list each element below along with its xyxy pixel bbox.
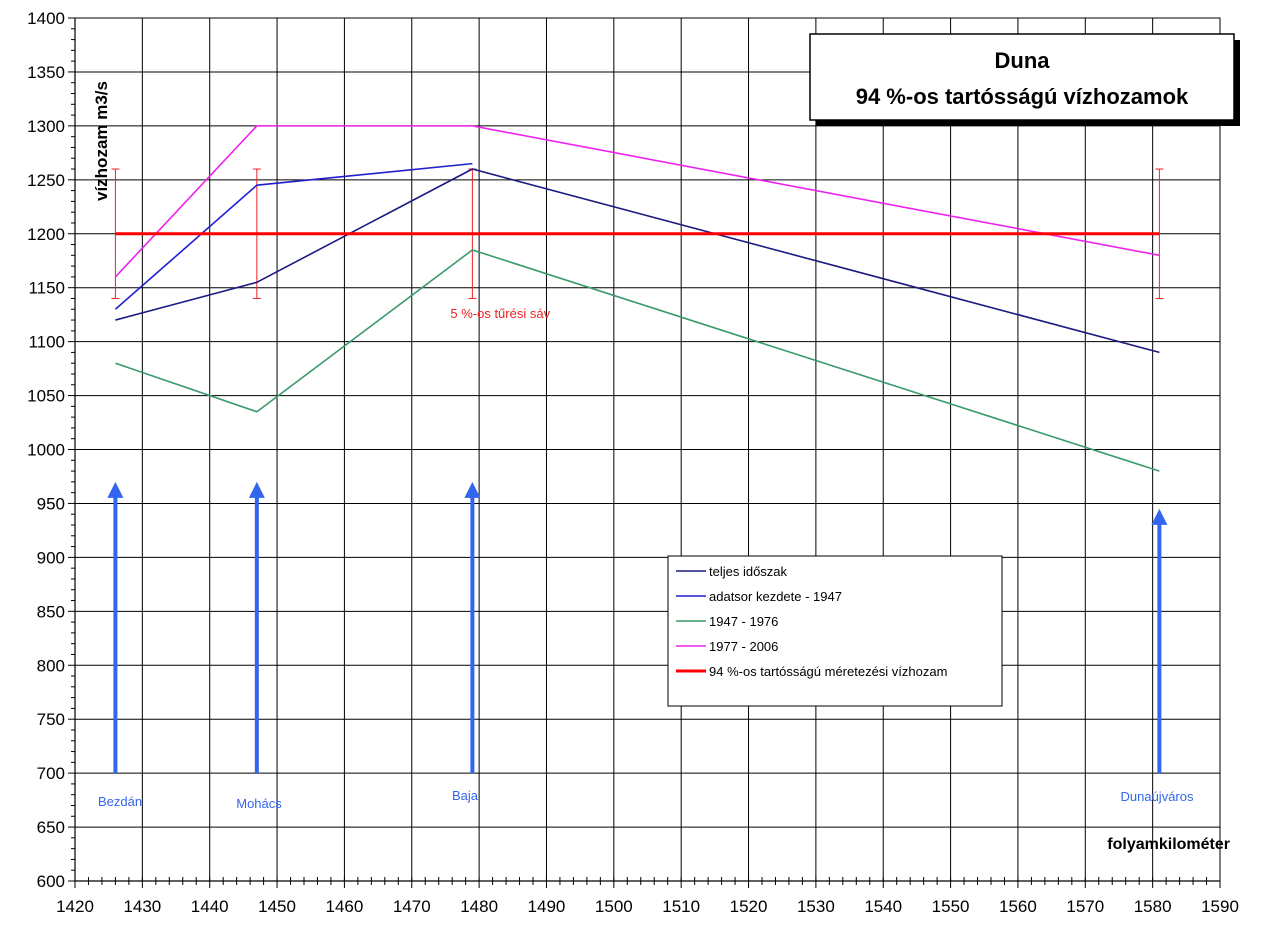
stations-group: Bezdán Mohács Baja Dunaújváros xyxy=(98,481,1194,811)
x-tick-label: 1470 xyxy=(393,897,431,916)
series-group xyxy=(114,125,1160,472)
y-tick-label: 1250 xyxy=(27,171,65,190)
legend-entry: adatsor kezdete - 1947 xyxy=(709,589,842,604)
x-tick-label: 1590 xyxy=(1201,897,1239,916)
legend-box xyxy=(667,555,1003,707)
x-axis-label: folyamkilométer xyxy=(1107,836,1230,853)
y-tick-label: 650 xyxy=(37,818,65,837)
y-tick-label: 1150 xyxy=(28,279,65,298)
series-line xyxy=(114,162,473,310)
x-tick-label: 1530 xyxy=(797,897,835,916)
grid xyxy=(74,17,1221,882)
x-tick-label: 1460 xyxy=(325,897,363,916)
x-tick-label: 1520 xyxy=(730,897,768,916)
y-tick-label: 850 xyxy=(37,602,65,621)
title-box: Duna 94 %-os tartósságú vízhozamok xyxy=(809,33,1240,126)
y-tick-label: 600 xyxy=(37,872,65,891)
x-tick-label: 1440 xyxy=(191,897,229,916)
y-tick-label: 750 xyxy=(37,710,65,729)
x-axis: 1420 1430 1440 1450 1460 1470 1480 1490 1500 1510… xyxy=(56,877,1239,916)
y-tick-label: 700 xyxy=(37,764,65,783)
x-tick-label: 1560 xyxy=(999,897,1037,916)
legend: teljes időszak adatsor kezdete - 1947 1947… xyxy=(667,555,1003,707)
y-axis-label: vízhozam m3/s xyxy=(92,81,111,201)
station-label: Bezdán xyxy=(98,794,142,809)
y-tick-label: 1100 xyxy=(28,333,65,352)
series-line xyxy=(115,168,1160,354)
x-tick-label: 1420 xyxy=(56,897,94,916)
y-tick-label: 1050 xyxy=(27,387,65,406)
y-axis: 600 650 700 750 800 850 900 950 1000 1050 1100 1150… xyxy=(27,9,76,891)
series-line xyxy=(115,249,1160,472)
x-tick-label: 1510 xyxy=(662,897,700,916)
x-tick-label: 1550 xyxy=(932,897,970,916)
y-tick-label: 1200 xyxy=(27,225,65,244)
x-tick-label: 1500 xyxy=(595,897,633,916)
y-tick-label: 950 xyxy=(37,494,65,513)
x-tick-label: 1540 xyxy=(864,897,902,916)
legend-entry: teljes időszak xyxy=(709,564,788,579)
station-label: Mohács xyxy=(236,796,282,811)
x-tick-label: 1490 xyxy=(528,897,566,916)
series-line xyxy=(114,125,1160,278)
chart-title: Duna xyxy=(995,48,1051,73)
tolerance-label: 5 %-os tűrési sáv xyxy=(450,306,550,321)
x-tick-label: 1570 xyxy=(1066,897,1104,916)
legend-entry: 94 %-os tartósságú méretezési vízhozam xyxy=(709,664,947,679)
y-tick-label: 1400 xyxy=(27,9,65,28)
x-tick-label: 1430 xyxy=(123,897,161,916)
y-tick-label: 800 xyxy=(37,656,65,675)
legend-entry: 1947 - 1976 xyxy=(709,614,778,629)
x-tick-label: 1580 xyxy=(1134,897,1172,916)
legend-entry: 1977 - 2006 xyxy=(709,639,778,654)
station-label: Baja xyxy=(452,788,479,803)
y-tick-label: 1350 xyxy=(27,63,65,82)
y-tick-label: 1000 xyxy=(27,441,65,460)
station-label: Dunaújváros xyxy=(1121,789,1194,804)
x-tick-label: 1450 xyxy=(258,897,296,916)
y-tick-label: 900 xyxy=(37,548,65,567)
x-tick-label: 1480 xyxy=(460,897,498,916)
y-tick-label: 1300 xyxy=(27,117,65,136)
chart-subtitle: 94 %-os tartósságú vízhozamok xyxy=(856,84,1189,109)
